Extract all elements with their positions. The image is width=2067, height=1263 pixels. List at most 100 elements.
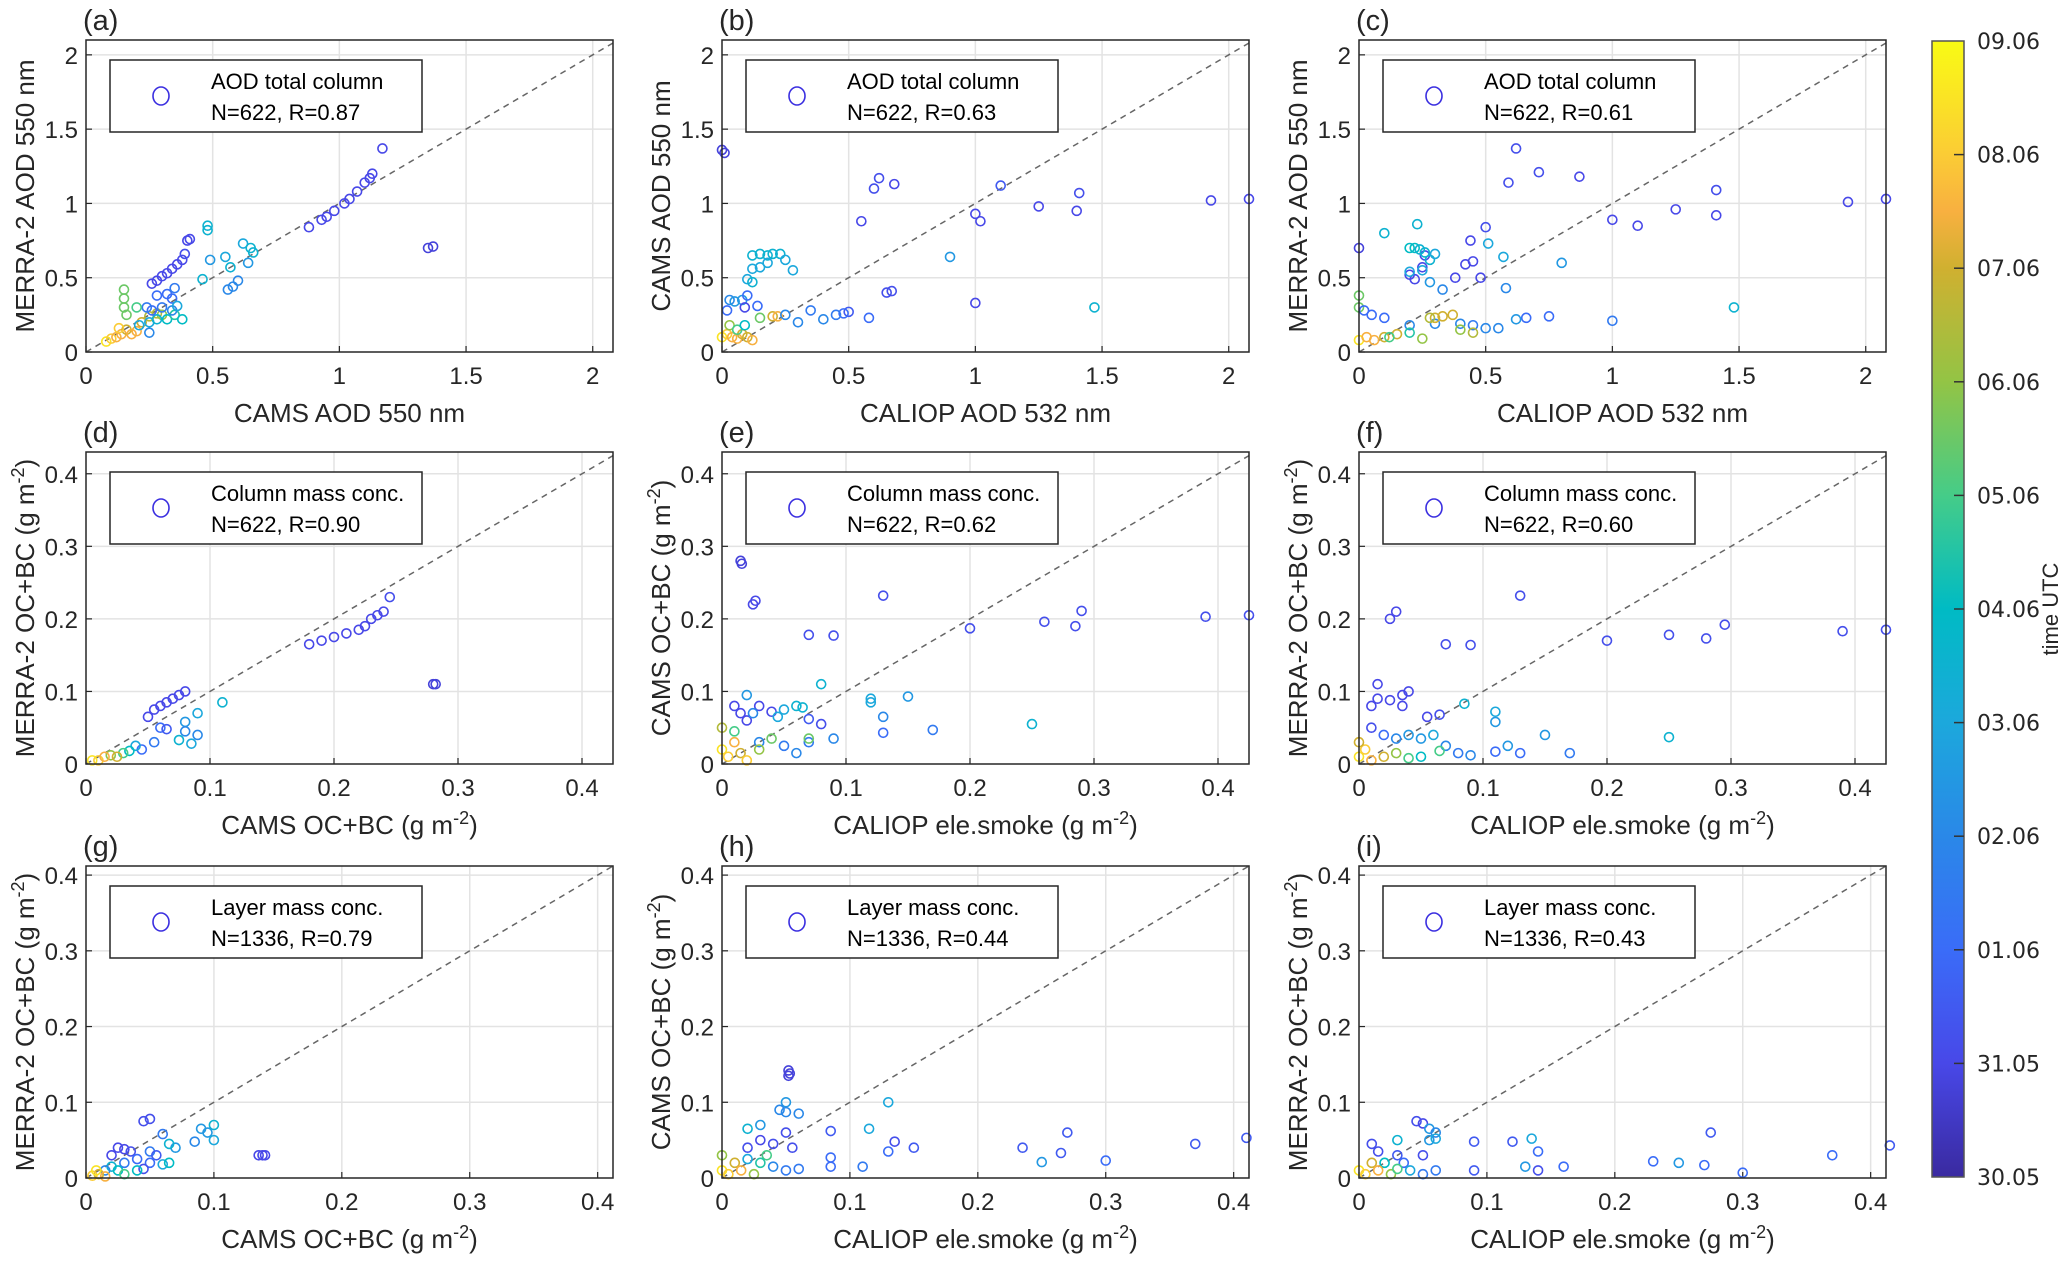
x-tick-label: 0.3 [1714, 775, 1747, 802]
data-point [766, 733, 777, 744]
y-tick-label: 0.2 [681, 607, 714, 634]
scatter-panel-a: 00 0.5 0.5 1 1 1.5 1.5 2 2 AOD total column N=622,… [10, 5, 614, 428]
y-axis-label-superscript: -2 [1281, 881, 1301, 897]
data-point [1089, 302, 1100, 313]
legend-stats: N=622, R=0.90 [211, 512, 360, 537]
data-point [747, 276, 758, 288]
legend-marker-icon [152, 86, 170, 106]
data-point [427, 241, 439, 252]
data-point [1419, 247, 1431, 258]
legend-box [109, 59, 423, 133]
y-tick-label: 0 [65, 340, 78, 367]
data-point [729, 700, 740, 712]
data-point [232, 275, 244, 286]
data-point [838, 308, 849, 319]
data-point [1379, 1157, 1390, 1169]
data-point [1503, 177, 1514, 188]
axes-box [85, 451, 614, 765]
legend-box [1382, 471, 1696, 545]
x-tick-label: 0.2 [325, 1189, 358, 1216]
data-point [856, 215, 867, 227]
scatter-panel-f: 00 0.1 0.1 0.2 0.2 0.3 0.3 0.4 0.4 Column mass co… [1281, 417, 1892, 840]
data-point [1359, 744, 1371, 755]
data-point [1036, 1156, 1048, 1168]
data-point [780, 1096, 792, 1108]
y-axis-label-superscript: -2 [8, 881, 28, 897]
one-to-one-line [1358, 865, 1887, 1179]
data-point [1705, 1127, 1717, 1138]
data-point [1826, 1149, 1838, 1161]
data-point [384, 591, 396, 603]
data-point [1533, 166, 1545, 178]
data-point [863, 312, 875, 324]
data-point [1673, 1157, 1685, 1169]
y-axis-label-text: MERRA-2 OC+BC (g m [10, 483, 40, 757]
data-point [1837, 625, 1848, 637]
y-tick-label: 0.1 [1318, 1090, 1351, 1117]
data-point [1480, 322, 1491, 334]
data-point [1437, 284, 1448, 295]
legend: Layer mass conc. N=1336, R=0.43 [1382, 885, 1696, 959]
data-point [780, 1106, 792, 1118]
x-axis-label-superscript: -2 [1113, 1222, 1129, 1242]
data-point [793, 1163, 805, 1175]
data-point [755, 1134, 766, 1146]
data-point [747, 250, 758, 261]
y-tick-label: 0 [65, 752, 78, 779]
data-point [1384, 331, 1395, 343]
y-axis-label-superscript: -2 [8, 467, 28, 483]
data-point [767, 248, 778, 260]
data-point [99, 1171, 111, 1182]
data-point [253, 1149, 264, 1161]
y-axis-label: MERRA-2 OC+BC (g m-2) [1281, 459, 1313, 757]
legend-title: Column mass conc. [847, 481, 1040, 506]
data-point [780, 254, 791, 266]
x-tick-label: 0 [79, 775, 92, 802]
data-point [741, 715, 753, 726]
data-point [138, 1115, 149, 1127]
y-tick-label: 1.5 [45, 117, 78, 144]
data-point [1532, 1146, 1544, 1157]
data-point [422, 242, 434, 254]
data-point [351, 186, 363, 197]
data-point [1719, 619, 1731, 630]
x-tick-label: 0.4 [1217, 1189, 1250, 1216]
one-to-one-line [85, 42, 614, 353]
data-point [1379, 331, 1390, 343]
data-point [202, 1127, 213, 1138]
y-axis-label-text: MERRA-2 AOD 550 nm [1283, 59, 1313, 332]
axes-box [1358, 451, 1887, 765]
x-axis-label: CALIOP ele.smoke (g m-2) [833, 1222, 1138, 1254]
data-point [815, 678, 827, 690]
y-axis-label: MERRA-2 OC+BC (g m-2) [1281, 873, 1313, 1171]
x-axis-label-text: CAMS OC+BC (g m [221, 1224, 453, 1254]
y-tick-label: 0 [1338, 340, 1351, 367]
data-point [1417, 1149, 1429, 1161]
x-axis-label-text: CAMS AOD 550 nm [234, 398, 465, 428]
data-point [1440, 740, 1452, 752]
data-point [367, 168, 378, 180]
data-point [1670, 204, 1682, 215]
data-point [144, 1157, 156, 1169]
data-point [1663, 731, 1675, 743]
x-tick-label: 1 [1606, 363, 1619, 390]
y-axis-label-text: CAMS AOD 550 nm [646, 80, 676, 311]
data-point [791, 700, 802, 712]
panel-letter: (d) [83, 417, 118, 449]
data-point [1424, 1134, 1435, 1146]
data-point [1403, 686, 1414, 697]
data-point [1366, 309, 1377, 321]
y-tick-label: 1 [701, 191, 714, 218]
y-tick-label: 2 [1338, 43, 1351, 70]
data-point [197, 273, 208, 285]
data-point [1482, 238, 1494, 249]
y-axis-label-text: MERRA-2 AOD 550 nm [10, 59, 40, 332]
x-tick-label: 0 [79, 363, 92, 390]
x-tick-label: 1 [333, 363, 346, 390]
x-axis-label-text: CAMS OC+BC (g m [221, 810, 453, 840]
data-point [171, 300, 183, 312]
data-point [176, 314, 188, 325]
legend: AOD total column N=622, R=0.61 [1382, 59, 1696, 133]
data-point [1601, 635, 1613, 646]
data-point [1390, 606, 1402, 617]
